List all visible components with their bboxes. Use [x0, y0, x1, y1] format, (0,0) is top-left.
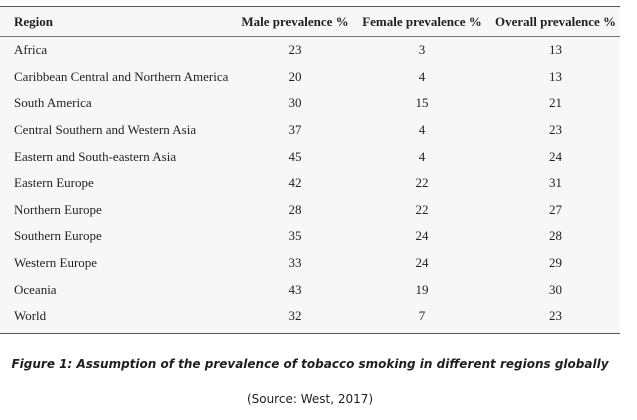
male-cell: 33: [288, 255, 302, 271]
female-cell: 22: [415, 201, 429, 217]
column-header-male: Male prevalence %: [237, 7, 353, 37]
table-row: World 32 7 23: [0, 303, 620, 330]
source-caption: (Source: West, 2017): [246, 392, 374, 406]
column-header-overall: Overall prevalence %: [491, 7, 620, 37]
table-header-row: Region Male prevalence % Female prevalen…: [0, 7, 620, 37]
female-cell: 4: [418, 68, 426, 84]
region-cell: Southern Europe: [14, 228, 102, 244]
male-cell: 32: [288, 308, 302, 324]
male-cell: 43: [288, 281, 302, 297]
male-cell: 35: [288, 228, 302, 244]
female-cell: 4: [418, 122, 426, 138]
overall-cell: 21: [549, 95, 562, 111]
prevalence-table: Region Male prevalence % Female prevalen…: [0, 7, 620, 330]
table-row: Eastern Europe 42 22 31: [0, 170, 620, 197]
table-body: Africa 23 3 13 Caribbean Central and Norther…: [0, 37, 620, 330]
male-cell: 42: [288, 175, 302, 191]
overall-cell: 31: [549, 175, 562, 191]
overall-cell: 30: [549, 281, 562, 297]
table-row: Eastern and South-eastern Asia 45 4 24: [0, 143, 620, 170]
prevalence-table-panel: Region Male prevalence % Female prevalen…: [0, 6, 620, 334]
overall-cell: 27: [549, 201, 562, 217]
table-row: Western Europe 33 24 29: [0, 250, 620, 277]
overall-cell: 29: [549, 255, 562, 271]
female-cell: 7: [418, 308, 426, 324]
table-row: Oceania 43 19 30: [0, 276, 620, 303]
male-cell: 45: [288, 148, 302, 164]
male-cell: 20: [288, 68, 302, 84]
overall-cell: 13: [549, 68, 562, 84]
region-cell: South America: [14, 95, 92, 111]
female-cell: 3: [418, 42, 426, 58]
female-cell: 24: [415, 255, 429, 271]
region-cell: Oceania: [14, 281, 57, 297]
table-row: Africa 23 3 13: [0, 37, 620, 64]
figure-caption: Figure 1: Assumption of the prevalence o…: [11, 357, 609, 371]
region-cell: Africa: [14, 42, 48, 58]
female-cell: 24: [415, 228, 429, 244]
female-cell: 22: [415, 175, 429, 191]
region-cell: World: [14, 308, 47, 324]
overall-cell: 28: [549, 228, 562, 244]
female-cell: 19: [415, 281, 429, 297]
region-cell: Eastern Europe: [14, 175, 94, 191]
region-cell: Eastern and South-eastern Asia: [14, 148, 177, 164]
region-cell: Northern Europe: [14, 201, 102, 217]
overall-cell: 24: [549, 148, 562, 164]
column-header-female: Female prevalence %: [353, 7, 491, 37]
male-cell: 30: [288, 95, 302, 111]
table-row: Southern Europe 35 24 28: [0, 223, 620, 250]
region-cell: Western Europe: [14, 255, 98, 271]
female-cell: 4: [418, 148, 426, 164]
column-header-region: Region: [0, 7, 237, 37]
table-row: Central Southern and Western Asia 37 4 23: [0, 117, 620, 144]
table-row: Northern Europe 28 22 27: [0, 197, 620, 224]
overall-cell: 23: [549, 308, 562, 324]
male-cell: 23: [288, 42, 302, 58]
table-row: South America 30 15 21: [0, 90, 620, 117]
region-cell: Caribbean Central and Northern America: [14, 68, 229, 84]
overall-cell: 13: [549, 42, 562, 58]
overall-cell: 23: [549, 122, 562, 138]
male-cell: 37: [288, 122, 302, 138]
male-cell: 28: [288, 201, 302, 217]
region-cell: Central Southern and Western Asia: [14, 122, 197, 138]
female-cell: 15: [415, 95, 429, 111]
table-row: Caribbean Central and Northern America 20…: [0, 64, 620, 91]
